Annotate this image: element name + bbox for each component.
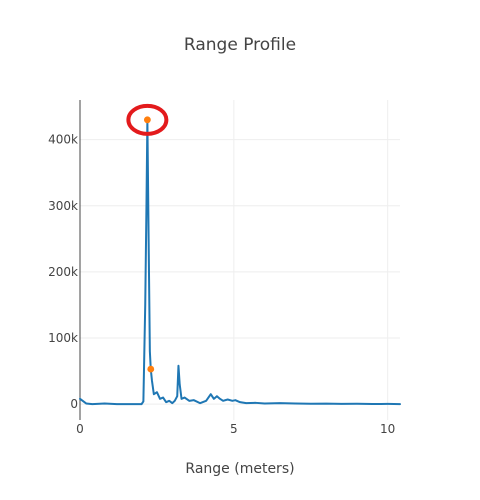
y-tick-label: 300k <box>48 199 78 213</box>
highlight-point <box>143 116 151 124</box>
tick-labels: 0 5 10 0 100k 200k 300k 400k <box>48 133 395 436</box>
y-tick-label: 100k <box>48 331 78 345</box>
series-layer <box>79 118 401 406</box>
y-tick-label: 400k <box>48 133 78 147</box>
x-tick-label: 0 <box>76 422 84 436</box>
series-line <box>79 118 401 406</box>
annotation-layer <box>126 103 169 136</box>
y-tick-label: 200k <box>48 265 78 279</box>
highlight-ring <box>126 103 169 136</box>
x-axis-title: Range (meters) <box>185 461 294 477</box>
gridlines <box>80 100 400 420</box>
chart-title: Range Profile <box>184 35 296 55</box>
x-tick-label: 5 <box>230 422 238 436</box>
highlight-points-layer <box>143 116 155 373</box>
x-tick-label: 10 <box>380 422 395 436</box>
y-tick-label: 0 <box>70 397 78 411</box>
highlight-point <box>147 365 155 373</box>
